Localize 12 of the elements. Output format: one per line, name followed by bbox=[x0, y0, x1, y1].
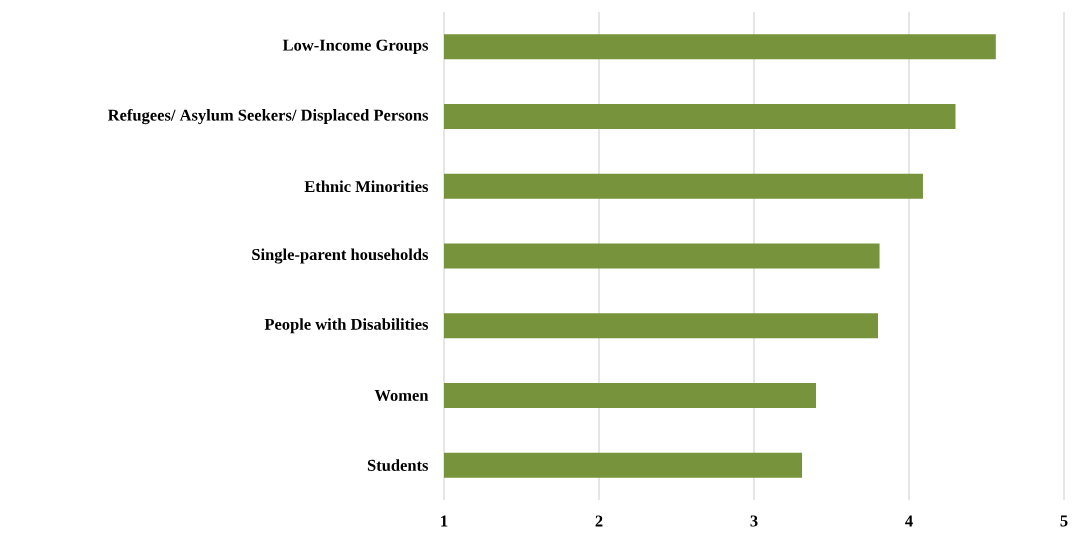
y-tick-label: Ethnic Minorities bbox=[304, 180, 429, 193]
x-tick-label: 2 bbox=[595, 515, 603, 527]
x-tick-label: 5 bbox=[1060, 515, 1068, 527]
y-tick-label: Refugees/ Asylum Seekers/ Displaced Persons bbox=[107, 108, 429, 125]
y-tick-label: Students bbox=[367, 459, 429, 471]
y-tick-label: Low-Income Groups bbox=[282, 39, 429, 55]
y-tick-label: Women bbox=[374, 389, 429, 401]
x-tick-label: 3 bbox=[750, 515, 758, 527]
y-tick-label: People with Disabilities bbox=[264, 318, 429, 334]
x-tick-label: 1 bbox=[441, 515, 448, 527]
x-tick-label: 4 bbox=[905, 515, 913, 527]
y-tick-label: Single-parent households bbox=[252, 248, 429, 264]
